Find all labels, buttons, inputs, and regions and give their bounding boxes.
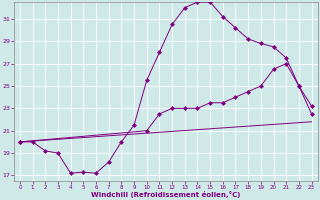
X-axis label: Windchill (Refroidissement éolien,°C): Windchill (Refroidissement éolien,°C): [91, 191, 240, 198]
